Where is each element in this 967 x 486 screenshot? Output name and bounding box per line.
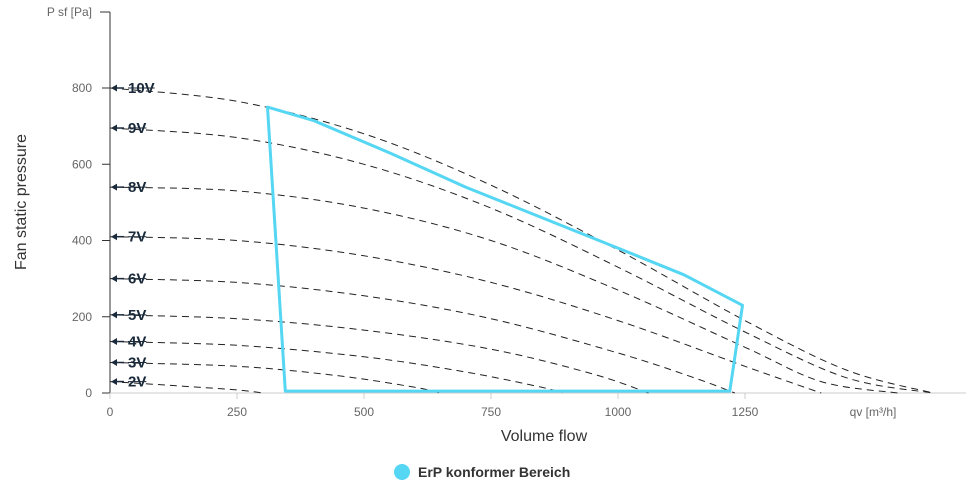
legend-item-erp: ErP konformer Bereich bbox=[418, 464, 570, 480]
y-tick-label: 200 bbox=[72, 310, 92, 324]
y-tick-label: 600 bbox=[72, 157, 92, 171]
y-tick-label: 800 bbox=[72, 81, 92, 95]
x-tick-label: 1250 bbox=[732, 405, 759, 419]
curve-label-arrow-icon bbox=[111, 233, 117, 241]
x-tick-label: 1000 bbox=[605, 405, 632, 419]
curve-label-arrow-icon bbox=[111, 183, 117, 191]
voltage-curve-10V bbox=[109, 87, 934, 394]
voltage-curves bbox=[109, 87, 934, 394]
x-tick-label: 0 bbox=[107, 405, 114, 419]
curve-label-arrow-icon bbox=[111, 84, 117, 92]
y-ticks: 0 200 400 600 800 bbox=[72, 81, 110, 400]
curve-label-arrow-icon bbox=[111, 359, 117, 366]
erp-area-outline bbox=[266, 105, 744, 393]
x-ticks: 0 250 500 750 1000 1250 bbox=[107, 393, 759, 419]
y-unit-label: P sf [Pa] bbox=[47, 5, 92, 19]
legend-marker bbox=[394, 464, 410, 480]
curve-label-arrow-icon bbox=[111, 338, 117, 346]
x-tick-label: 250 bbox=[227, 405, 247, 419]
y-tick-label: 400 bbox=[72, 234, 92, 248]
curve-label-arrow-icon bbox=[111, 311, 117, 319]
voltage-curve-4V bbox=[109, 341, 563, 394]
x-unit-label: qv [m³/h] bbox=[850, 405, 897, 419]
voltage-curve-7V bbox=[109, 236, 822, 394]
erp-area bbox=[266, 105, 744, 393]
x-axis-title: Volume flow bbox=[501, 428, 588, 445]
y-tick-label: 0 bbox=[85, 386, 92, 400]
voltage-curve-5V bbox=[109, 314, 649, 394]
x-tick-label: 500 bbox=[354, 405, 374, 419]
curve-label-arrow-icon bbox=[111, 378, 117, 386]
y-axis-title: Fan static pressure bbox=[13, 134, 30, 270]
axes: P sf [Pa] qv [m³/h] Fan static pressure … bbox=[13, 5, 966, 445]
curve-label-arrow-icon bbox=[111, 275, 117, 283]
voltage-curve-6V bbox=[109, 278, 735, 394]
voltage-curve-9V bbox=[109, 127, 934, 394]
voltage-curve-2V bbox=[109, 381, 263, 394]
legend: ErP konformer Bereich bbox=[394, 464, 570, 480]
voltage-curve-8V bbox=[109, 186, 898, 394]
x-tick-label: 750 bbox=[481, 405, 501, 419]
voltage-curve-3V bbox=[109, 362, 441, 394]
curve-label-arrow-icon bbox=[111, 124, 117, 132]
